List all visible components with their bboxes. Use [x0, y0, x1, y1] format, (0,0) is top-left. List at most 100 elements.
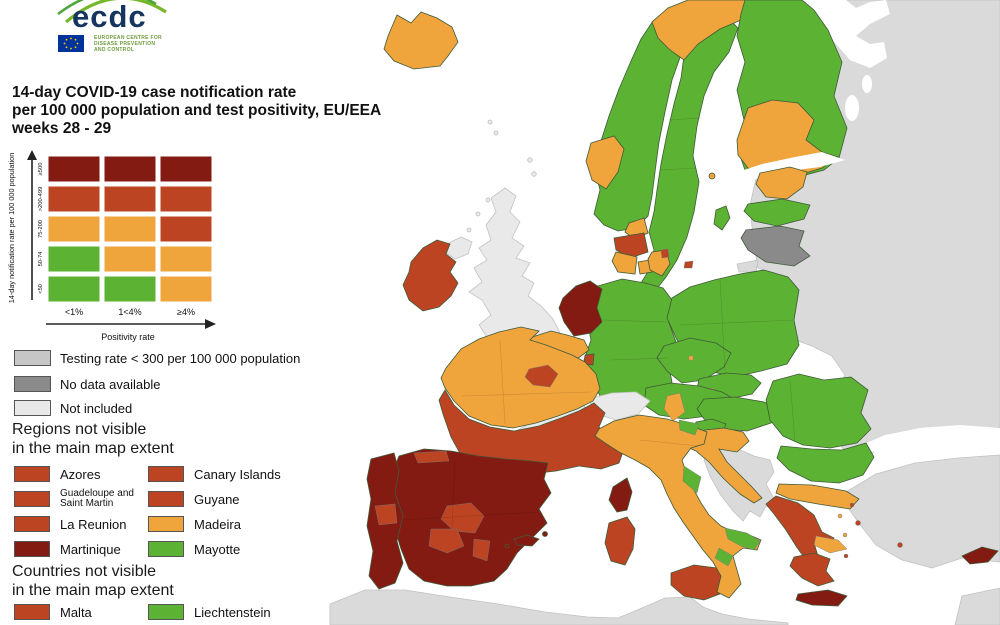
- region-spain-southeast: [472, 538, 491, 562]
- region-italy-central-east: [682, 465, 702, 494]
- legend-item-guadeloupe: Guadeloupe and Saint Martin: [14, 489, 149, 511]
- malta-label: Malta: [60, 605, 92, 620]
- ecdc-caption: EUROPEAN CENTRE FOR DISEASE PREVENTION A…: [94, 35, 162, 53]
- region-france-north: [440, 326, 601, 429]
- canary-islands-label: Canary Islands: [194, 467, 281, 482]
- martinique-label: Martinique: [60, 542, 121, 557]
- row-label: 50-74: [38, 251, 44, 267]
- azores-label: Azores: [60, 467, 101, 482]
- x-axis-label: Positivity rate: [101, 332, 155, 342]
- region-romania: [765, 373, 872, 449]
- matrix-cell: [47, 185, 101, 213]
- region-ireland: [402, 239, 459, 312]
- not-included-swatch: [14, 400, 51, 416]
- matrix-cell: [103, 155, 157, 183]
- region-salzburg: [663, 392, 686, 422]
- region-ile-de-france: [524, 364, 559, 388]
- black-sea: [855, 425, 1000, 455]
- liechtenstein-label: Liechtenstein: [194, 605, 271, 620]
- matrix-cell: [103, 275, 157, 303]
- matrix-cell: [103, 215, 157, 243]
- legend-item-mayotte: Mayotte: [148, 541, 283, 561]
- matrix-cell: [159, 155, 213, 183]
- la-reunion-label: La Reunion: [60, 517, 127, 532]
- region-croatia: [682, 427, 763, 504]
- region-cyprus: [961, 546, 999, 565]
- white-sea: [802, 0, 890, 68]
- madeira-label: Madeira: [194, 517, 241, 532]
- region-spain-south: [428, 528, 465, 554]
- title-line-2: per 100 000 population and test positivi…: [12, 102, 382, 119]
- matrix-cell: [159, 185, 213, 213]
- malta-swatch: [14, 604, 50, 620]
- eu-flag-icon: [58, 35, 84, 52]
- lake: [862, 75, 872, 93]
- row-label: <50: [38, 284, 44, 294]
- matrix-cell: [47, 275, 101, 303]
- madeira-swatch: [148, 516, 184, 532]
- lake: [845, 95, 859, 121]
- region-north-africa: [329, 589, 789, 625]
- region-spain-center: [440, 502, 485, 534]
- matrix-cell: [47, 245, 101, 273]
- island: [527, 157, 533, 163]
- ecdc-caption-line: AND CONTROL: [94, 47, 135, 53]
- island: [487, 119, 493, 125]
- ecdc-logo: ecdc EUROPEAN CENTRE FOR DISEASE PREVENT…: [38, 0, 208, 62]
- island: [466, 227, 472, 233]
- col-label: 1<4%: [118, 307, 141, 317]
- region-crete: [795, 589, 848, 607]
- island: [842, 532, 848, 538]
- x-axis-arrowhead-icon: [205, 319, 216, 329]
- ecdc-caption-line: EUROPEAN CENTRE FOR: [94, 35, 162, 41]
- heading-line: in the main map extent: [12, 582, 174, 599]
- matrix-cell: [103, 185, 157, 213]
- region-copenhagen: [660, 248, 670, 259]
- region-estonia: [755, 166, 808, 200]
- region-bornholm: [683, 260, 694, 269]
- region-latvia: [743, 198, 811, 227]
- title-line-1: 14-day COVID-19 case notification rate: [12, 84, 297, 101]
- region-borders: [401, 117, 796, 529]
- island: [493, 130, 499, 136]
- region-aland: [708, 172, 716, 180]
- island: [485, 197, 491, 203]
- y-axis-label: 14-day notification rate per 100 000 pop…: [7, 153, 16, 304]
- la-reunion-swatch: [14, 516, 50, 532]
- title-line-3: weeks 28 - 29: [12, 120, 112, 137]
- region-netherlands: [558, 280, 603, 337]
- region-basilicata: [714, 547, 734, 567]
- region-levant: [954, 587, 1000, 625]
- island: [531, 171, 537, 177]
- island: [504, 543, 510, 549]
- region-attica: [813, 535, 848, 554]
- testing-rate-label: Testing rate < 300 per 100 000 populatio…: [60, 351, 301, 366]
- countries-legend-heading: Countries not visible in the main map ex…: [12, 562, 174, 600]
- region-corsica: [608, 477, 633, 513]
- heading-line: in the main map extent: [12, 440, 174, 457]
- region-denmark-south: [611, 251, 638, 275]
- martinique-swatch: [14, 541, 50, 557]
- liechtenstein-swatch: [148, 604, 184, 620]
- matrix-cell: [47, 215, 101, 243]
- region-italy-northeast: [678, 419, 700, 436]
- island: [542, 531, 548, 537]
- region-iceland: [383, 11, 459, 70]
- matrix-cell: [47, 155, 101, 183]
- region-gotland: [713, 205, 731, 231]
- legend-item-malta: Malta: [14, 604, 149, 624]
- ecdc-caption-line: DISEASE PREVENTION: [94, 41, 156, 47]
- col-label: <1%: [65, 307, 83, 317]
- azores-swatch: [14, 466, 50, 482]
- map-title: 14-day COVID-19 case notification rate p…: [12, 84, 442, 138]
- heading-line: Countries not visible: [12, 563, 157, 580]
- guyane-swatch: [148, 491, 184, 507]
- row-label: ≥500: [38, 163, 44, 176]
- legend-item-martinique: Martinique: [14, 541, 149, 561]
- island: [897, 542, 903, 548]
- region-puglia: [724, 527, 761, 551]
- testing-rate-swatch: [14, 350, 51, 366]
- island: [849, 502, 855, 508]
- ecdc-logo-arcs: [57, 0, 167, 24]
- island: [837, 513, 843, 519]
